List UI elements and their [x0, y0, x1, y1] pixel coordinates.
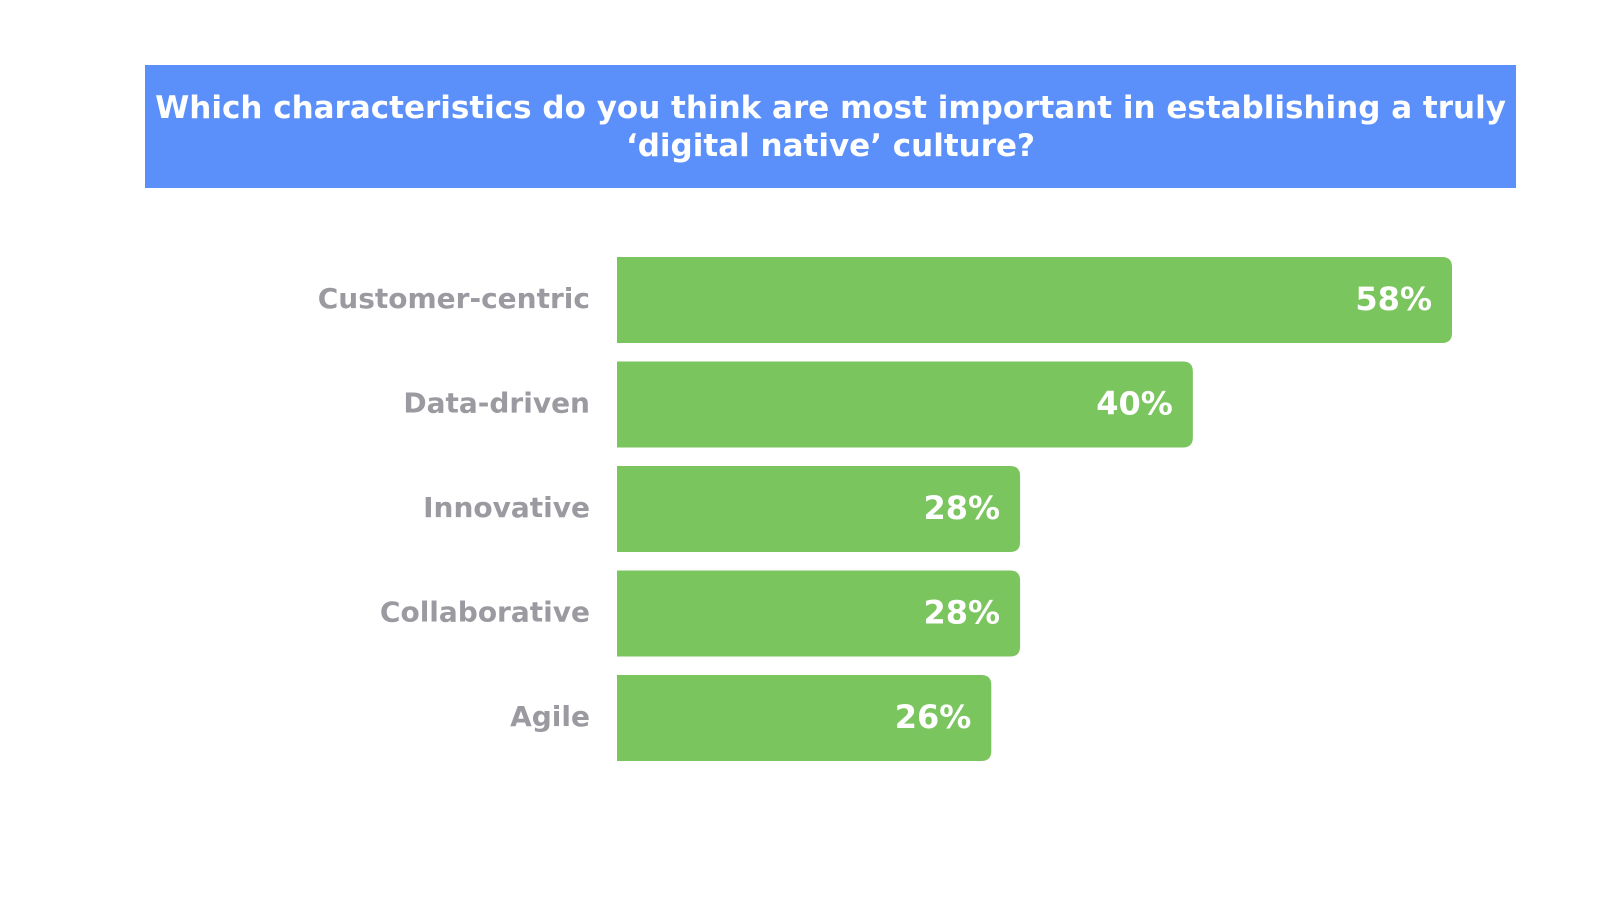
bar — [617, 257, 1452, 343]
bar — [617, 570, 1021, 657]
value-label: 58% — [1355, 280, 1432, 318]
bar — [617, 361, 1193, 448]
value-label: 28% — [924, 489, 1001, 527]
category-label: Innovative — [423, 491, 590, 524]
value-label: 26% — [895, 698, 972, 736]
category-label: Customer-centric — [318, 282, 590, 315]
bar — [617, 466, 1021, 552]
chart-title: Which characteristics do you think are m… — [145, 65, 1516, 188]
bar — [617, 675, 992, 761]
category-label: Data-driven — [403, 387, 590, 420]
category-label: Agile — [510, 700, 590, 733]
value-label: 40% — [1096, 385, 1173, 423]
value-label: 28% — [924, 594, 1001, 632]
category-label: Collaborative — [380, 596, 590, 629]
